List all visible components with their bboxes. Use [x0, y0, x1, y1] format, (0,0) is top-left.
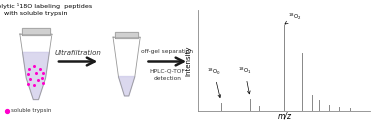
Text: proteolytic ¹18O labeling  peptides: proteolytic ¹18O labeling peptides — [0, 3, 92, 9]
Polygon shape — [22, 28, 50, 35]
Text: with soluble trypsin: with soluble trypsin — [4, 11, 68, 16]
Polygon shape — [20, 34, 52, 100]
Polygon shape — [23, 52, 49, 100]
Polygon shape — [118, 77, 135, 96]
Text: Ultrafiltration: Ultrafiltration — [55, 50, 102, 56]
Text: HPLC-Q-TOF: HPLC-Q-TOF — [150, 69, 185, 74]
Polygon shape — [115, 32, 138, 38]
Text: detection: detection — [153, 76, 181, 81]
Text: $^{18}$O$_1$: $^{18}$O$_1$ — [238, 66, 252, 94]
Text: $^{18}$O$_0$: $^{18}$O$_0$ — [207, 67, 221, 98]
Text: $^{18}$O$_2$: $^{18}$O$_2$ — [285, 11, 302, 24]
Text: soluble trypsin: soluble trypsin — [11, 108, 52, 113]
Text: off-gel separation: off-gel separation — [141, 48, 194, 54]
Polygon shape — [113, 37, 140, 96]
Y-axis label: Intensity: Intensity — [186, 46, 192, 76]
X-axis label: m/z: m/z — [277, 111, 291, 120]
